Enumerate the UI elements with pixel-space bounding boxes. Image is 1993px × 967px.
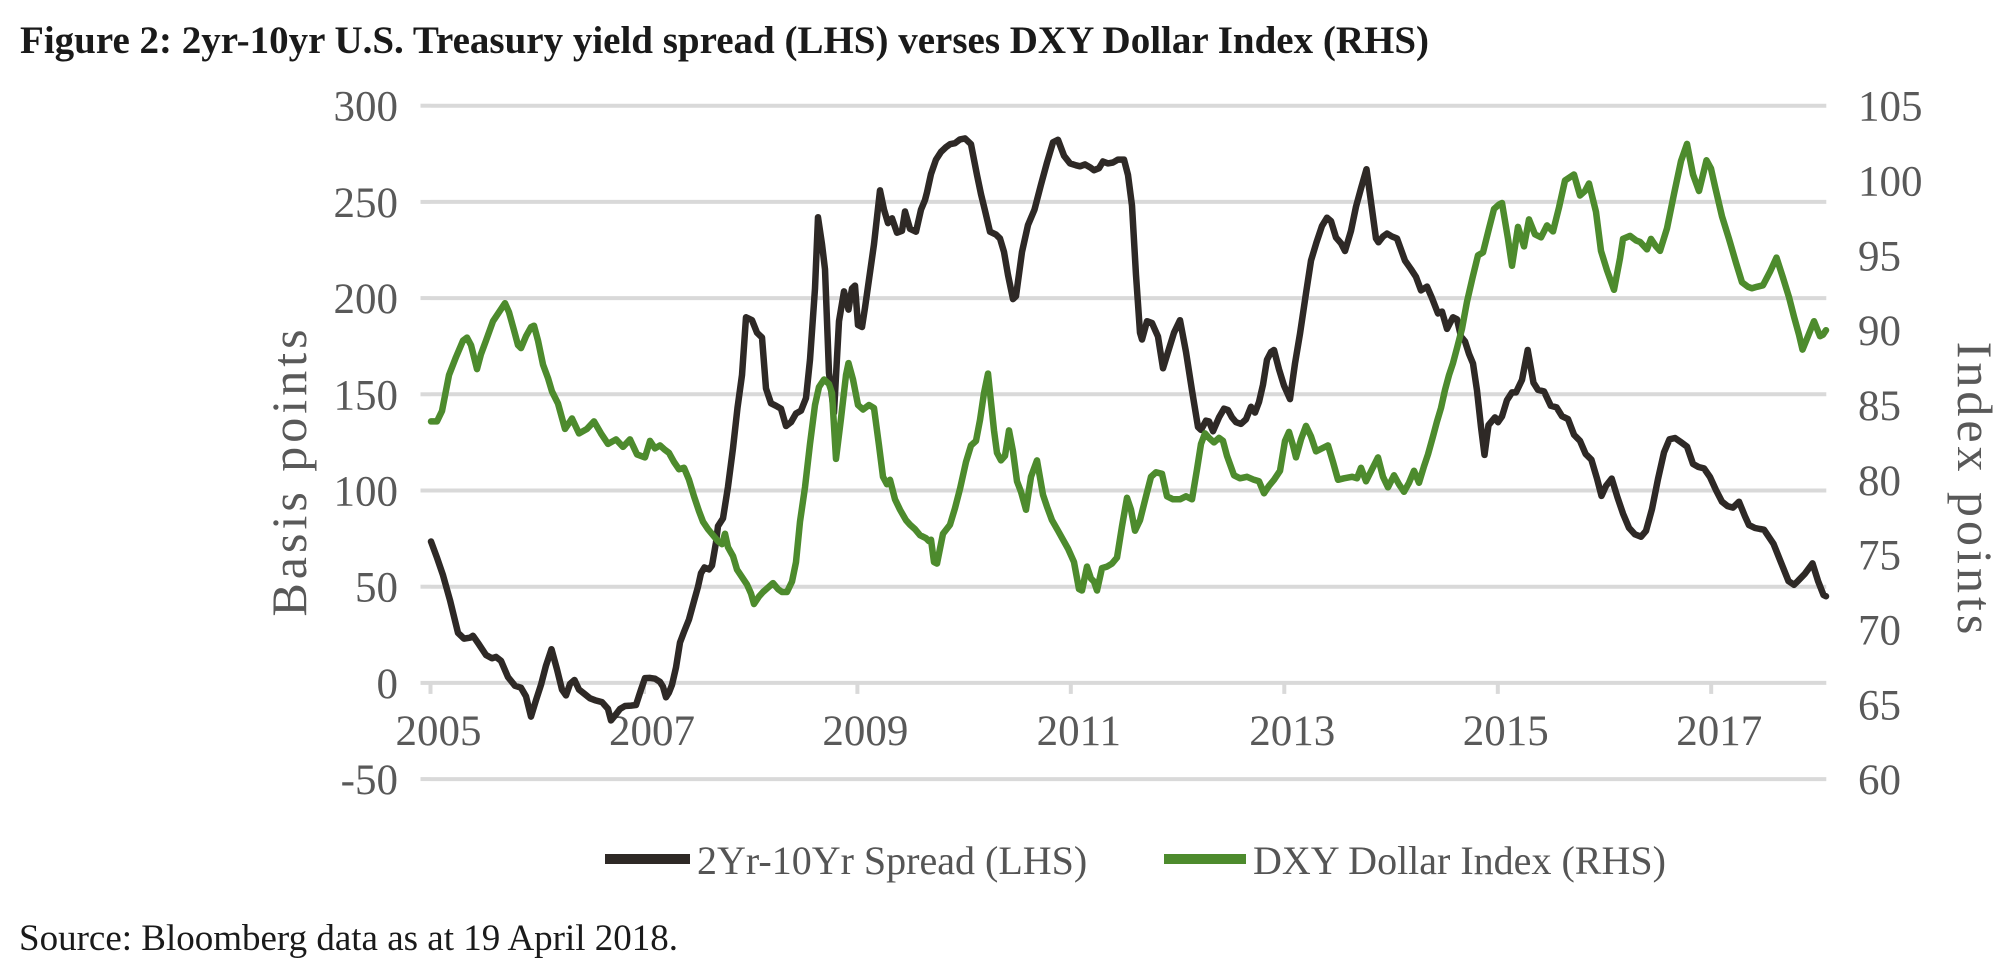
svg-text:95: 95 [1858,233,1901,280]
svg-text:-50: -50 [341,757,398,804]
svg-text:DXY Dollar Index (RHS): DXY Dollar Index (RHS) [1253,838,1666,883]
svg-text:2013: 2013 [1249,708,1335,755]
svg-text:2011: 2011 [1037,708,1121,755]
svg-text:60: 60 [1858,757,1901,804]
svg-text:Basis points: Basis points [261,325,317,616]
svg-text:90: 90 [1858,308,1901,355]
svg-text:2005: 2005 [396,708,482,755]
svg-text:100: 100 [334,469,399,516]
svg-text:Index points: Index points [1947,342,1993,639]
svg-text:105: 105 [1858,84,1923,131]
svg-text:70: 70 [1858,608,1901,655]
svg-text:250: 250 [334,180,399,227]
svg-text:75: 75 [1858,533,1901,580]
svg-text:0: 0 [377,661,399,708]
svg-text:65: 65 [1858,682,1901,729]
svg-text:150: 150 [334,372,399,419]
svg-text:2009: 2009 [822,708,908,755]
svg-text:100: 100 [1858,159,1923,206]
svg-text:50: 50 [355,565,398,612]
svg-text:200: 200 [334,276,399,323]
svg-text:85: 85 [1858,383,1901,430]
svg-text:2017: 2017 [1676,708,1762,755]
svg-text:Source: Bloomberg data as at 1: Source: Bloomberg data as at 19 April 20… [19,918,678,959]
svg-text:2007: 2007 [609,708,695,755]
svg-text:300: 300 [334,84,399,131]
svg-text:2015: 2015 [1463,708,1549,755]
svg-text:Figure 2: 2yr-10yr U.S. Treasu: Figure 2: 2yr-10yr U.S. Treasury yield s… [20,19,1429,62]
svg-text:80: 80 [1858,458,1901,505]
svg-text:2Yr-10Yr Spread (LHS): 2Yr-10Yr Spread (LHS) [697,838,1087,883]
